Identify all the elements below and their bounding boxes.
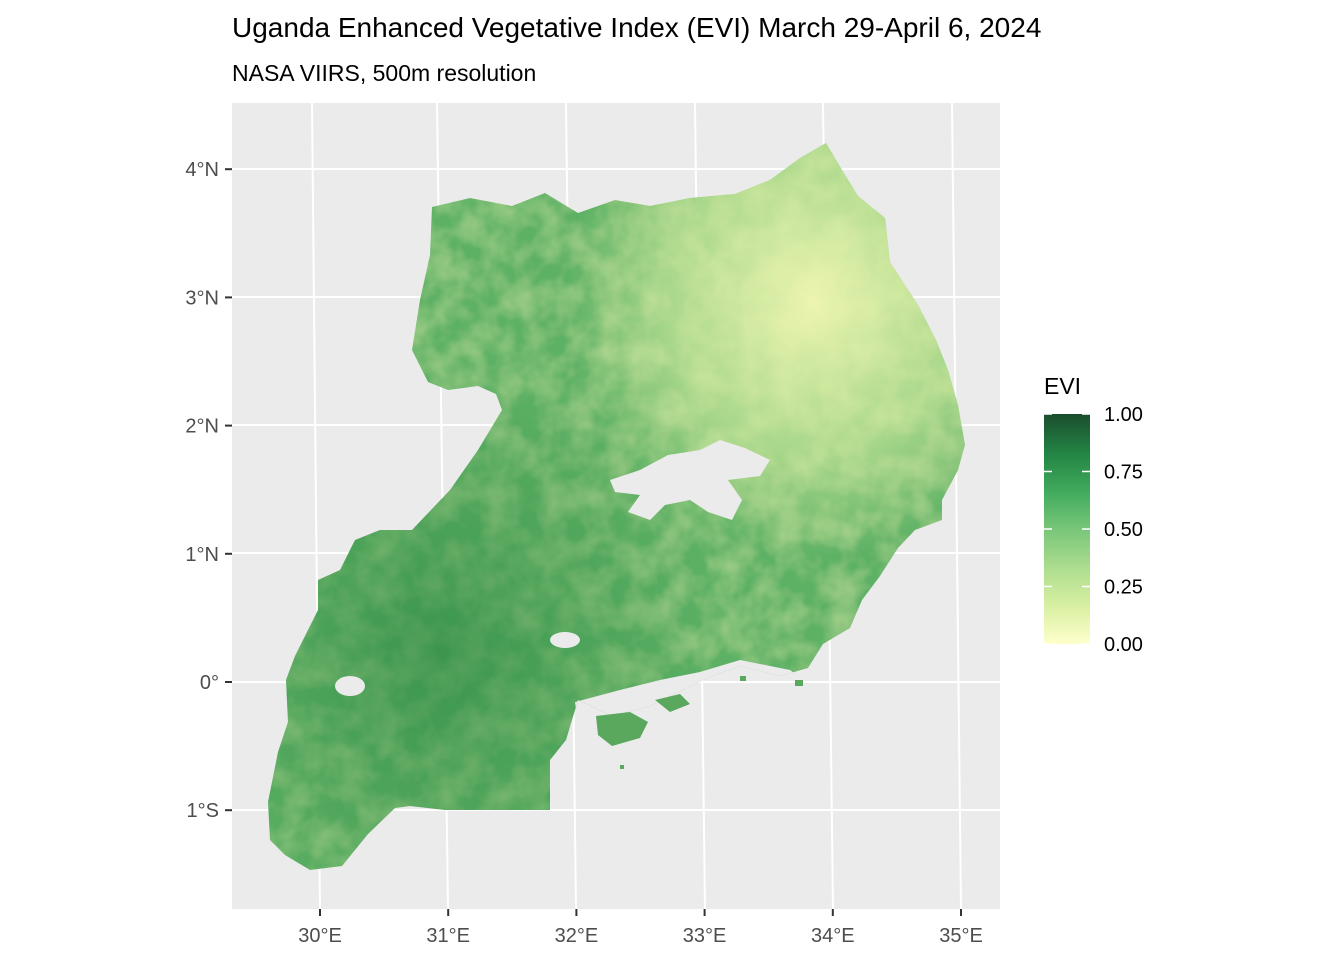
y-tick-label: 3°N <box>185 287 219 309</box>
x-tick-label: 30°E <box>298 925 342 947</box>
x-tick-label: 31°E <box>426 925 470 947</box>
y-tick-label: 1°S <box>187 800 219 822</box>
map-title: Uganda Enhanced Vegetative Index (EVI) M… <box>232 12 1042 43</box>
island-a <box>655 694 690 712</box>
legend-title: EVI <box>1044 373 1081 399</box>
gridline-35e <box>951 102 962 910</box>
lake-edward <box>335 676 365 696</box>
island-c <box>795 680 803 686</box>
lake-wamala <box>550 632 580 648</box>
map-subtitle: NASA VIIRS, 500m resolution <box>232 60 537 86</box>
y-axis: 4°N 3°N 2°N 1°N 0° 1°S <box>185 159 232 822</box>
x-axis: 30°E 31°E 32°E 33°E 34°E 35°E <box>298 909 983 947</box>
legend-break-label: 0.00 <box>1104 634 1143 656</box>
legend-break-label: 0.75 <box>1104 462 1143 484</box>
island-ssese <box>596 712 648 746</box>
legend-break-label: 1.00 <box>1104 404 1143 426</box>
y-tick-label: 1°N <box>185 544 219 566</box>
lake-kyoga <box>610 440 770 520</box>
y-tick-label: 2°N <box>185 416 219 438</box>
x-tick-label: 34°E <box>811 925 855 947</box>
legend-breaks: 1.00 0.75 0.50 0.25 0.00 <box>1044 404 1143 656</box>
x-tick-label: 33°E <box>683 925 727 947</box>
lake-victoria-islands <box>596 676 803 769</box>
y-tick-label: 0° <box>200 672 219 694</box>
y-tick-label: 4°N <box>185 159 219 181</box>
legend: EVI 1.00 0.75 0.50 0.25 0.00 <box>1044 373 1143 656</box>
island-b <box>740 676 746 681</box>
x-tick-label: 32°E <box>555 925 599 947</box>
x-tick-label: 35°E <box>939 925 983 947</box>
island-d <box>620 765 624 769</box>
legend-break-label: 0.25 <box>1104 577 1143 599</box>
legend-break-label: 0.50 <box>1104 519 1143 541</box>
